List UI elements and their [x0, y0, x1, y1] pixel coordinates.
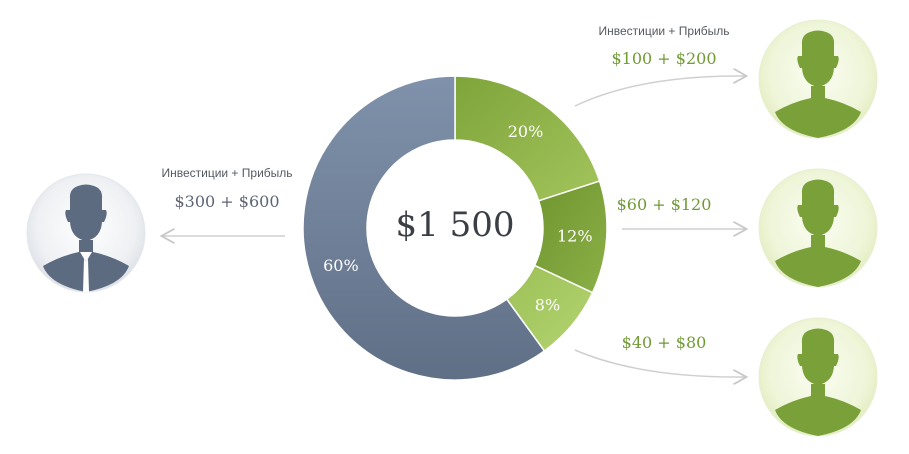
person-icon — [775, 30, 861, 138]
left-investor-caption: Инвестиции + Прибыль — [161, 166, 293, 180]
donut-label-60pct: 60% — [323, 256, 359, 275]
investor-2-amount: $60 + $120 — [616, 195, 712, 214]
person-icon — [775, 179, 861, 287]
investor-3-amount: $40 + $80 — [621, 333, 707, 352]
donut-label-12pct: 12% — [557, 227, 593, 246]
investor-1-amount: $100 + $200 — [611, 49, 717, 68]
person-tie-icon — [43, 184, 129, 292]
arrow-to-investor-3 — [574, 349, 745, 377]
donut-labels: 20% 12% 8% 60% — [323, 122, 592, 315]
donut-label-20pct: 20% — [508, 122, 544, 141]
investor-avatar-2 — [758, 168, 878, 288]
investor-avatar-1 — [758, 19, 878, 139]
investor-avatar-3 — [758, 317, 878, 437]
person-icon — [775, 328, 861, 436]
center-total: $1 500 — [395, 205, 515, 245]
donut-chart — [302, 75, 608, 381]
arrow-to-investor-1 — [574, 76, 745, 107]
donut-slice-60pct — [302, 75, 546, 381]
left-investor-avatar — [26, 173, 146, 293]
left-investor-amount: $300 + $600 — [174, 192, 280, 211]
donut-label-8pct: 8% — [535, 295, 560, 314]
investor-1-caption: Инвестиции + Прибыль — [598, 24, 730, 38]
